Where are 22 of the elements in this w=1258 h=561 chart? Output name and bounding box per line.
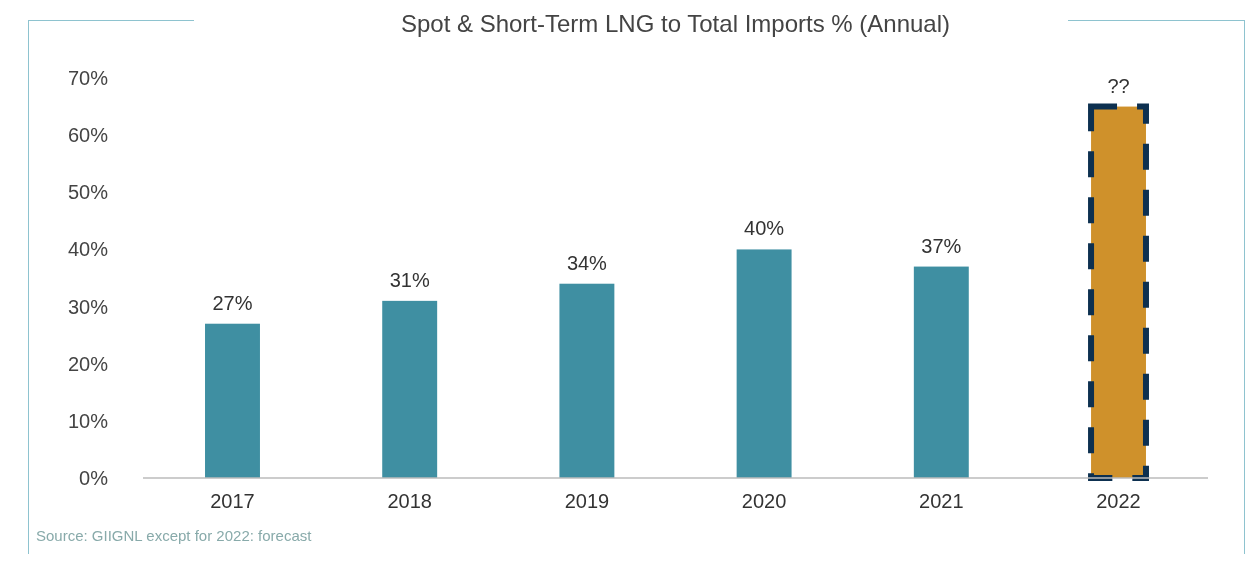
x-tick-label: 2018 — [387, 490, 432, 512]
source-note: Source: GIIGNL except for 2022: forecast — [36, 527, 313, 544]
y-tick-label: 50% — [67, 181, 109, 204]
y-tick-label: 60% — [67, 124, 109, 147]
x-tick-label: 2019 — [564, 490, 610, 512]
data-label: ?? — [1107, 74, 1130, 97]
data-label: 31% — [389, 268, 430, 291]
y-tick-label: 20% — [67, 352, 109, 375]
y-tick-label: 30% — [67, 295, 109, 318]
y-tick-label: 70% — [67, 67, 109, 89]
data-label: 40% — [744, 217, 785, 240]
y-tick-label: 10% — [67, 409, 109, 432]
chart-title: Spot & Short-Term LNG to Total Imports % (Annual) — [400, 10, 951, 37]
x-tick-label: 2021 — [919, 490, 964, 512]
data-label: 34% — [566, 251, 608, 274]
x-tick-label: 2017 — [210, 490, 255, 512]
data-label: 37% — [921, 234, 962, 257]
y-tick-label: 40% — [67, 238, 109, 261]
y-tick-label: 0% — [79, 467, 109, 489]
x-tick-label: 2022 — [1096, 490, 1141, 512]
data-label: 27% — [212, 291, 253, 314]
x-tick-label: 2020 — [741, 490, 787, 512]
